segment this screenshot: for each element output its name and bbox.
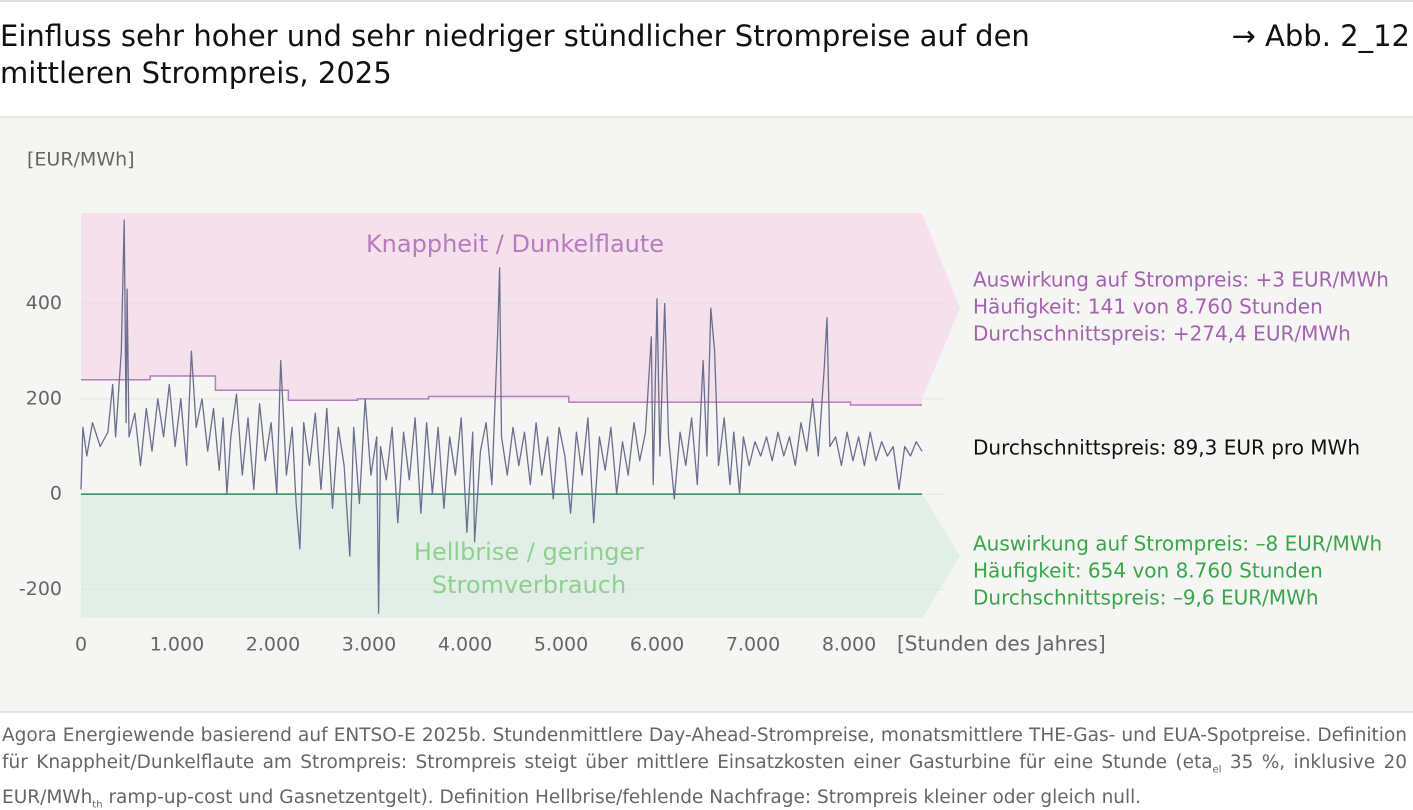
annotation: Auswirkung auf Strompreis: –8 EUR/MWh — [973, 532, 1382, 556]
footnote-sub: el — [1212, 764, 1222, 776]
x-tick-label: 6.000 — [630, 634, 684, 656]
title: Einfluss sehr hoher und sehr niedriger s… — [0, 19, 1030, 53]
arrow — [922, 494, 960, 618]
annotation: Durchschnittspreis: +274,4 EUR/MWh — [973, 322, 1351, 346]
x-axis-label: [Stunden des Jahres] — [897, 632, 1106, 656]
arrow — [922, 213, 960, 399]
y-unit: [EUR/MWh] — [27, 149, 135, 171]
annotation: Häufigkeit: 654 von 8.760 Stunden — [973, 559, 1323, 583]
annotation: Auswirkung auf Strompreis: +3 EUR/MWh — [973, 268, 1389, 292]
annotation: Durchschnittspreis: –9,6 EUR/MWh — [973, 586, 1319, 610]
x-tick-label: 8.000 — [822, 634, 876, 656]
x-tick-label: 2.000 — [246, 634, 300, 656]
x-tick-label: 4.000 — [438, 634, 492, 656]
x-tick-label: 0 — [75, 634, 87, 656]
title: mittleren Strompreis, 2025 — [0, 56, 392, 90]
footnote-text: ramp-up-cost und Gasnetzentgelt). Defini… — [102, 786, 1142, 808]
chart-background — [0, 117, 1413, 712]
y-tick-label: -200 — [19, 578, 62, 600]
region-label: Hellbrise / geringer — [414, 538, 644, 566]
footnote-text: 35 %, inklusive 20 EUR/MWh — [2, 752, 1407, 808]
x-tick-label: 7.000 — [726, 634, 780, 656]
y-tick-label: 400 — [26, 292, 62, 314]
region-label: Stromverbrauch — [432, 571, 626, 599]
y-tick-label: 200 — [26, 387, 62, 409]
x-tick-label: 5.000 — [534, 634, 588, 656]
region-label: Knappheit / Dunkelflaute — [366, 230, 664, 258]
threshold-line — [81, 375, 922, 406]
x-tick-label: 3.000 — [342, 634, 396, 656]
price-line — [80, 219, 923, 614]
y-tick-label: 0 — [50, 483, 62, 505]
figure-ref: → Abb. 2_12 — [1232, 19, 1410, 53]
annotation: Häufigkeit: 141 von 8.760 Stunden — [973, 295, 1323, 319]
high-price-region — [81, 213, 922, 406]
footnote-text: Agora Energiewende basierend auf ENTSO-E… — [2, 725, 1407, 773]
x-tick-label: 1.000 — [150, 634, 204, 656]
low-price-region — [81, 494, 922, 618]
footnote: Agora Energiewende basierend auf ENTSO-E… — [2, 722, 1407, 810]
footnote-sub: th — [92, 799, 103, 810]
annotation: Durchschnittspreis: 89,3 EUR pro MWh — [973, 436, 1360, 460]
